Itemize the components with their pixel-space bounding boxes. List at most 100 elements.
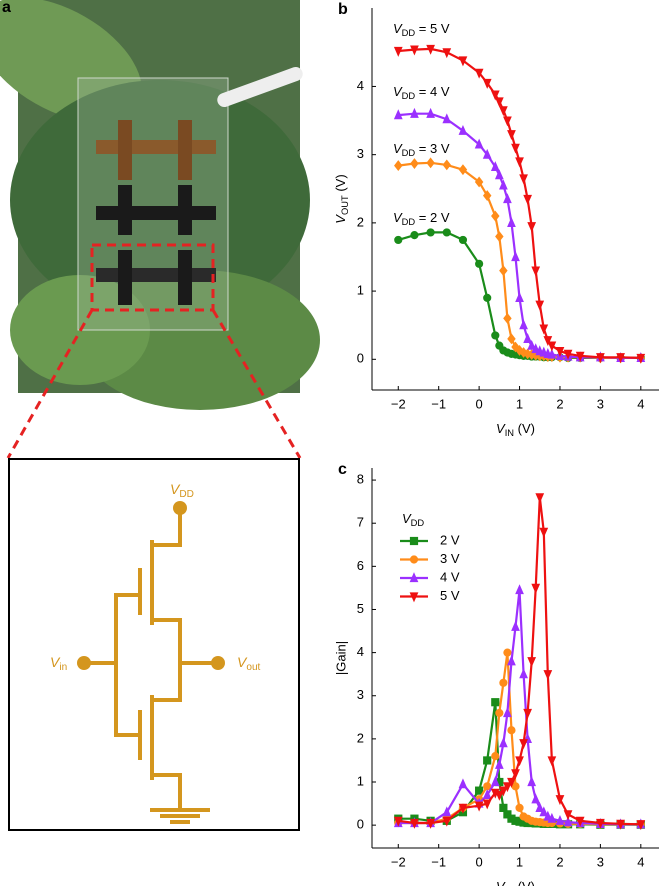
marker bbox=[531, 266, 541, 277]
series-line bbox=[398, 112, 641, 359]
marker bbox=[458, 235, 468, 245]
marker bbox=[507, 333, 516, 345]
marker bbox=[503, 312, 512, 324]
series-line bbox=[398, 652, 641, 826]
vin-label: Vin bbox=[50, 654, 67, 673]
marker bbox=[523, 194, 532, 205]
marker bbox=[519, 174, 528, 185]
marker bbox=[531, 793, 541, 804]
marker bbox=[519, 319, 528, 330]
marker bbox=[523, 708, 532, 719]
marker bbox=[503, 648, 512, 657]
marker bbox=[410, 45, 419, 56]
x-tick-label: −2 bbox=[391, 396, 406, 411]
series-line bbox=[398, 47, 641, 359]
ground bbox=[150, 808, 210, 824]
marker bbox=[519, 668, 528, 679]
zoom-line bbox=[211, 309, 302, 459]
y-axis-label-rest: (V) bbox=[333, 174, 348, 195]
x-axis-label-sub: IN bbox=[505, 428, 514, 438]
marker bbox=[539, 324, 549, 335]
marker bbox=[636, 353, 646, 364]
marker bbox=[515, 756, 524, 767]
legend-title-main: V bbox=[402, 511, 412, 526]
marker bbox=[616, 353, 625, 364]
marker bbox=[555, 814, 565, 825]
marker bbox=[596, 818, 605, 829]
marker bbox=[482, 799, 492, 810]
marker bbox=[515, 292, 524, 303]
y-axis-label: |Gain| bbox=[333, 641, 348, 675]
x-tick-label: 3 bbox=[597, 396, 604, 411]
device bbox=[96, 140, 216, 154]
legend-label: 4 V bbox=[440, 569, 460, 584]
legend-title: VDD bbox=[402, 511, 424, 528]
marker bbox=[458, 778, 468, 789]
marker bbox=[426, 44, 435, 55]
marker bbox=[616, 819, 625, 830]
annotation-sub: DD bbox=[402, 148, 416, 158]
marker bbox=[483, 293, 492, 303]
marker bbox=[393, 109, 403, 120]
node bbox=[211, 656, 225, 670]
marker bbox=[494, 790, 504, 801]
marker bbox=[531, 583, 541, 594]
marker bbox=[563, 810, 573, 821]
marker bbox=[426, 107, 435, 118]
annotation-rest: = 4 V bbox=[415, 84, 450, 99]
marker bbox=[555, 795, 565, 806]
x-tick-label: 0 bbox=[476, 854, 483, 869]
marker bbox=[474, 176, 484, 188]
legend-title-sub: DD bbox=[411, 518, 425, 528]
marker bbox=[483, 756, 492, 765]
marker bbox=[394, 235, 403, 245]
tweezer bbox=[217, 67, 303, 107]
marker bbox=[539, 806, 549, 817]
vout-label-main: V bbox=[237, 654, 248, 670]
marker bbox=[547, 812, 557, 823]
annotation-sub: DD bbox=[402, 217, 416, 227]
x-axis-label-main: V bbox=[496, 879, 506, 886]
annotation-sub: DD bbox=[402, 91, 416, 101]
marker bbox=[474, 138, 484, 149]
marker bbox=[410, 158, 419, 169]
y-tick-label: 1 bbox=[357, 773, 364, 788]
annotation-main: V bbox=[393, 84, 403, 99]
marker bbox=[543, 336, 553, 347]
device bbox=[118, 250, 132, 305]
panel-label: c bbox=[338, 461, 347, 478]
wire bbox=[152, 773, 182, 810]
marker bbox=[442, 48, 452, 59]
x-tick-label: 1 bbox=[516, 854, 523, 869]
y-tick-label: 3 bbox=[357, 146, 364, 161]
y-tick-label: 0 bbox=[357, 817, 364, 832]
legend-marker bbox=[409, 572, 419, 583]
annotation-rest: = 2 V bbox=[415, 210, 450, 225]
x-axis-label: VIN (V) bbox=[496, 421, 535, 438]
marker bbox=[491, 210, 500, 222]
marker bbox=[499, 786, 508, 797]
marker bbox=[426, 818, 435, 829]
device bbox=[96, 206, 216, 220]
vin-label-sub: in bbox=[59, 662, 67, 673]
marker bbox=[539, 527, 549, 538]
y-axis-label: VOUT (V) bbox=[333, 174, 350, 223]
vdd-label-main: V bbox=[170, 481, 181, 497]
marker bbox=[494, 97, 504, 108]
marker bbox=[482, 78, 492, 89]
marker bbox=[535, 802, 545, 812]
marker bbox=[458, 56, 468, 67]
marker bbox=[575, 351, 585, 362]
y-tick-label: 2 bbox=[357, 730, 364, 745]
marker bbox=[490, 161, 500, 172]
y-tick-label: 0 bbox=[357, 351, 364, 366]
marker bbox=[475, 786, 484, 795]
marker bbox=[507, 130, 516, 141]
marker bbox=[426, 228, 435, 237]
y-tick-label: 1 bbox=[357, 283, 364, 298]
marker bbox=[393, 46, 403, 57]
marker bbox=[495, 708, 504, 718]
circuit bbox=[77, 501, 225, 824]
marker bbox=[491, 331, 500, 340]
marker bbox=[507, 777, 516, 788]
